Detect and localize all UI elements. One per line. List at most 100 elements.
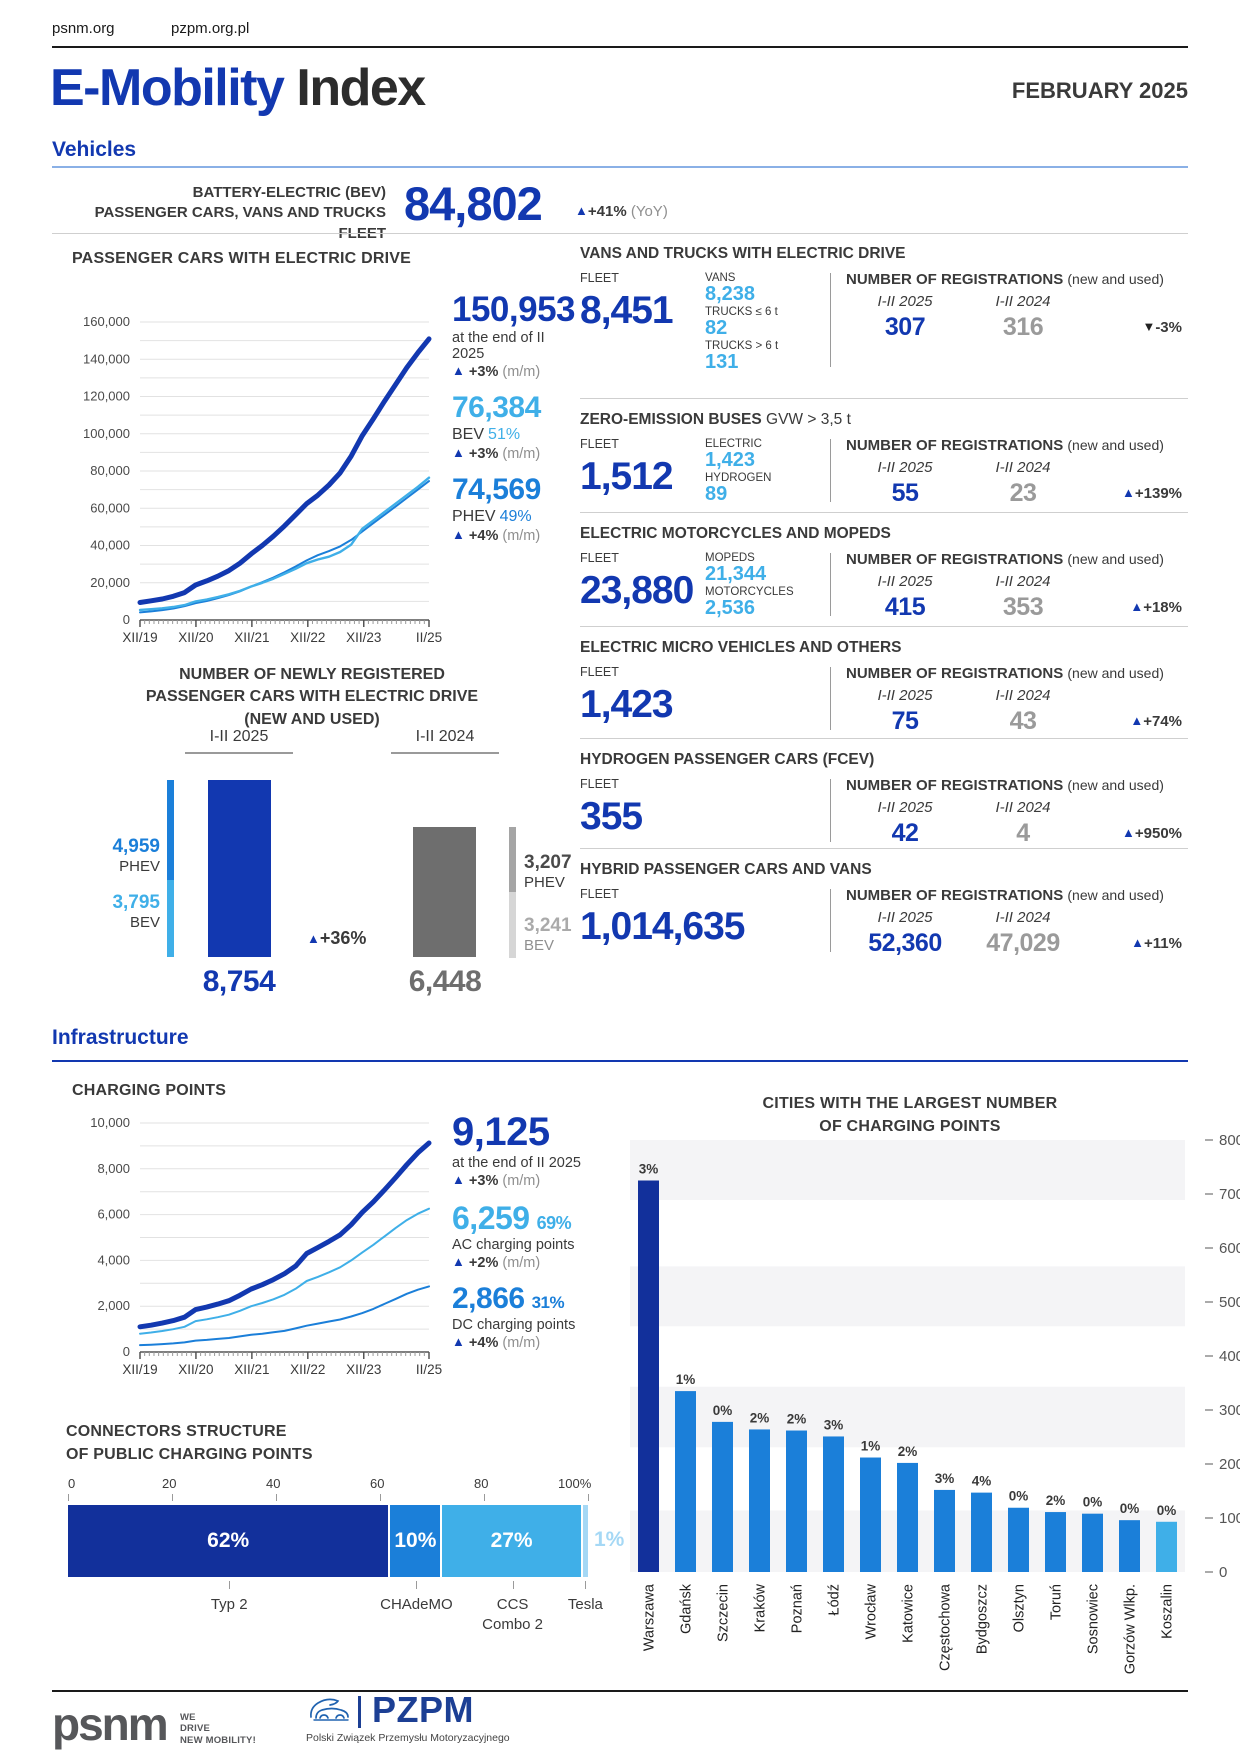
series-line-total [137, 1140, 432, 1330]
city-name-label: Sosnowiec [1086, 1584, 1102, 1654]
reg-period: I-II 2025 [877, 909, 933, 926]
fleet-value: 355 [580, 795, 643, 838]
registrations-title: NUMBER OF REGISTRATIONS (new and used) [846, 271, 1164, 288]
stat-item: 76,384 BEV 51% ▲ +3% (m/m) [452, 393, 580, 463]
reg-period: I-II 2024 [995, 799, 1051, 816]
reg-col-2025: I-II 2025 55 [846, 459, 964, 508]
axis-tick [276, 1494, 277, 1501]
y-tick-label: 160,000 [83, 314, 130, 329]
axis-tick [68, 1494, 69, 1501]
city-pct-label: 2% [787, 1412, 807, 1427]
breakdown-value: 2,536 [705, 597, 756, 619]
registrations-cols: I-II 2025 42 I-II 2024 4 ▲+950% [846, 799, 1188, 848]
fleet-column: FLEET 8,451 [580, 271, 705, 373]
stat-change: ▲ +3% (m/m) [452, 445, 541, 462]
stat-pct: 31% [531, 1293, 565, 1312]
reg-col-2024: I-II 2024 4 [964, 799, 1082, 848]
registrations-cols: I-II 2025 307 I-II 2024 316 ▼-3% [846, 293, 1188, 342]
fleet-label: FLEET [580, 887, 619, 901]
passenger-fleet-line-chart: 0 20,000 40,000 60,000 80,000 100,000 120,000 1… [83, 314, 442, 644]
axis-tick [484, 1494, 485, 1501]
breakdown-value: 82 [705, 317, 728, 339]
stat-value: 9,125 [452, 1110, 550, 1154]
segment-typ 2: 62% [68, 1505, 391, 1577]
cities-bar-chart: 0 100 200 300 400 500 600 700 800 3% Warszawa 1% Gda… [630, 1132, 1240, 1674]
x-tick-label: XII/23 [346, 1362, 381, 1377]
x-tick-label: II/25 [416, 630, 442, 644]
registrations-column: NUMBER OF REGISTRATIONS (new and used) I-… [831, 551, 1188, 622]
passenger-chart-stats: 150,953 at the end of II 2025 ▲ +3% (m/m) 7… [452, 292, 580, 557]
newreg-change: ▲+36% [307, 928, 367, 948]
background-stripe [630, 1140, 1185, 1200]
group-underline-2024 [391, 752, 499, 754]
stat-item: 74,569 PHEV 49% ▲ +4% (m/m) [452, 473, 580, 545]
breakdown-label: VANS [705, 272, 736, 284]
fleet-label: FLEET [580, 665, 619, 679]
panel-divider [830, 273, 831, 367]
y-tick-label: 100,000 [83, 426, 130, 441]
segment-tick [585, 1581, 587, 1589]
city-bar-warszawa [638, 1180, 659, 1572]
link-pzpm[interactable]: pzpm.org.pl [170, 20, 250, 37]
background-stripe [630, 1266, 1185, 1327]
y-tick-label: 2,000 [97, 1298, 130, 1313]
reg-value-2025: 75 [891, 707, 919, 735]
reg-value-2025: 52,360 [868, 929, 942, 957]
new-registrations-title: NUMBER OF NEWLY REGISTERED PASSENGER CAR… [52, 664, 572, 731]
axis-tick [380, 1494, 381, 1501]
registrations-cols: I-II 2025 52,360 I-II 2024 47,029 ▲+11% [846, 909, 1188, 958]
y-tick-label: 4,000 [97, 1252, 130, 1267]
fleet-label: FLEET [580, 777, 619, 791]
city-pct-label: 3% [824, 1417, 844, 1432]
panel-6: HYBRID PASSENGER CARS AND VANS FLEET 1,014… [580, 848, 1188, 966]
segment-ccs-combo 2: 27% [442, 1505, 583, 1577]
stat-value: 74,569 [452, 473, 541, 506]
segment-label: Typ 2 [210, 1596, 248, 1613]
city-name-label: Toruń [1049, 1584, 1065, 1620]
reg-col-2025: I-II 2025 75 [846, 687, 964, 736]
segment-label: CHAdeMO [380, 1596, 453, 1613]
panel-divider [830, 667, 831, 730]
city-name-label: Szczecin [716, 1584, 732, 1642]
segment-chademo: 10% [390, 1505, 443, 1577]
breakdown-value: 21,344 [705, 563, 767, 585]
fleet-label: FLEET [580, 437, 619, 451]
fleet-column: FLEET 1,423 [580, 665, 705, 736]
city-name-label: Olsztyn [1012, 1584, 1028, 1632]
stat-change: ▲ +4% (m/m) [452, 1334, 541, 1351]
city-bar-olsztyn [1008, 1507, 1029, 1572]
fleet-value: 1,512 [580, 455, 674, 498]
city-pct-label: 0% [1157, 1503, 1177, 1518]
axis-label: 0 [68, 1476, 76, 1491]
city-name-label: Koszalin [1160, 1584, 1176, 1639]
connectors-bar: 62% 10% 27% [68, 1505, 588, 1577]
reg-period: I-II 2025 [877, 459, 933, 476]
panel-5: HYDROGEN PASSENGER CARS (FCEV) FLEET 355 NU… [580, 738, 1188, 848]
charging-chart-stats: 9,125 at the end of II 2025 ▲ +3% (m/m) 6,2… [452, 1112, 592, 1364]
x-tick-label: XII/20 [178, 630, 213, 644]
city-bar-toru- [1045, 1512, 1066, 1572]
y-tick-label: 600 [1219, 1240, 1240, 1257]
city-pct-label: 0% [1120, 1501, 1140, 1516]
panel-3: ELECTRIC MOTORCYCLES AND MOPEDS FLEET 23,8… [580, 512, 1188, 626]
breakdown-value: 89 [705, 483, 728, 505]
link-psnm[interactable]: psnm.org [52, 20, 115, 37]
city-name-label: Wrocław [864, 1583, 880, 1639]
fleet-column: FLEET 1,014,635 [580, 887, 746, 958]
breakdown-value: 8,238 [705, 283, 756, 305]
stat-sub: at the end of II 2025 [452, 330, 545, 362]
y-tick-label: 500 [1219, 1294, 1240, 1311]
stat-change: ▲ +2% (m/m) [452, 1254, 541, 1271]
y-tick-label: 100 [1219, 1510, 1240, 1527]
new-registrations-title-line3: (NEW AND USED) [244, 710, 380, 728]
reg-period: I-II 2025 [877, 293, 933, 310]
fleet-label: FLEET [580, 271, 619, 285]
y-tick-label: 120,000 [83, 389, 130, 404]
x-tick-label: XII/21 [234, 1362, 269, 1377]
panel-title: ELECTRIC MICRO VEHICLES AND OTHERS [580, 639, 902, 656]
axis-tick [172, 1494, 173, 1501]
psnm-logo: psnm [52, 1698, 169, 1750]
panel-body: FLEET 1,014,635 NUMBER OF REGISTRATIONS (n… [580, 887, 1188, 958]
stat-item: 6,259 69% AC charging points ▲ +2% (m/m) [452, 1202, 592, 1271]
city-name-label: Gorzów Wlkp. [1123, 1584, 1139, 1674]
